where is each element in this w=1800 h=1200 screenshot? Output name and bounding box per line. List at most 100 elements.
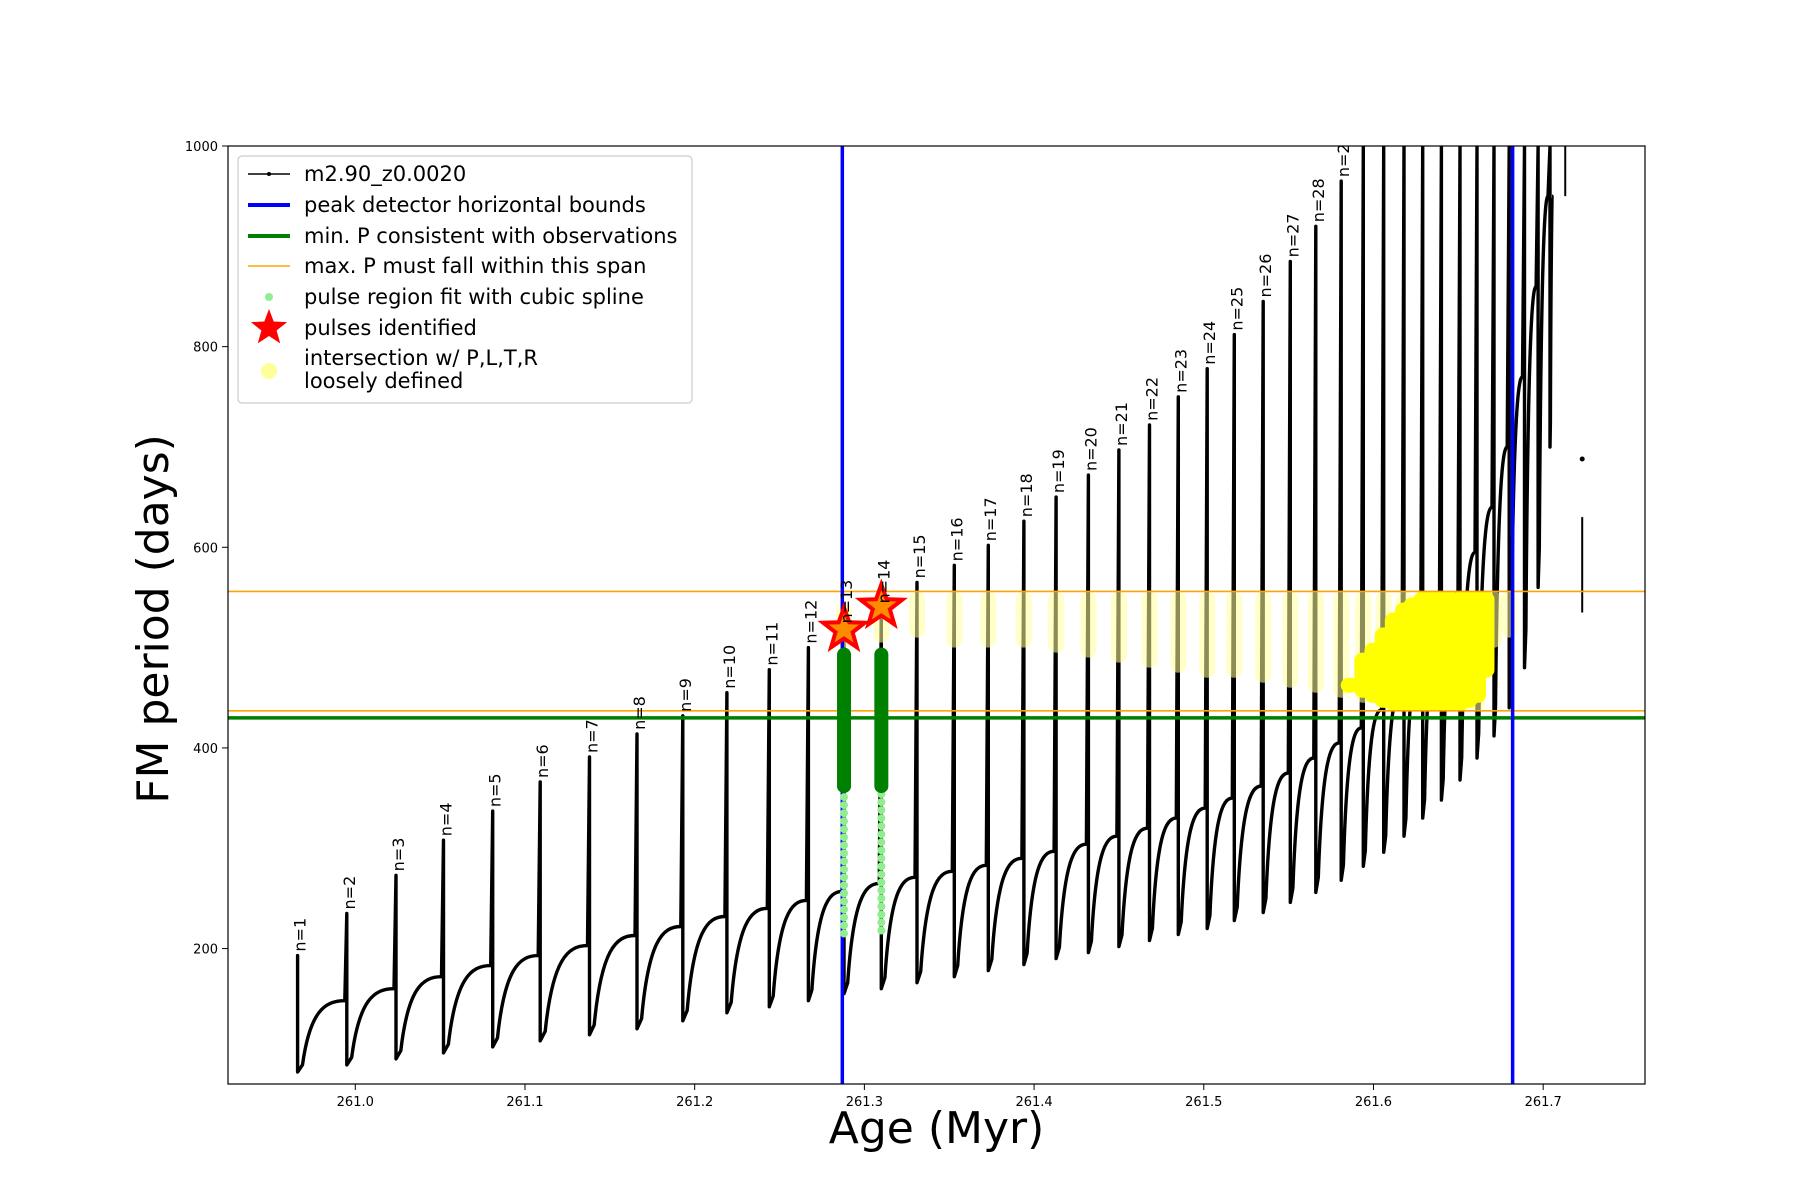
spline-point [840, 817, 849, 826]
spline-point [840, 801, 849, 810]
spline-point [877, 926, 886, 935]
legend-marker-circle [261, 363, 277, 379]
pulse-label: n=4 [437, 802, 456, 836]
pulse-label: n=17 [981, 497, 1000, 541]
y-axis-title: FM period (days) [128, 434, 179, 804]
pulse-label: n=5 [486, 773, 505, 807]
spline-point [840, 889, 849, 898]
y-tick-label: 200 [193, 943, 218, 958]
pulse-label: n=28 [1309, 178, 1328, 222]
intersection-column [1015, 591, 1032, 648]
pulse-label: n=11 [762, 622, 781, 666]
spline-point [840, 873, 849, 882]
spline-point [840, 793, 849, 802]
pulse-label: n=25 [1227, 287, 1246, 331]
spline-point [877, 870, 886, 879]
spline-point [840, 809, 849, 818]
pulse-label: n=18 [1017, 473, 1036, 517]
plot-frame [227, 145, 1646, 1085]
spline-point [877, 918, 886, 927]
spline-point [877, 830, 886, 839]
spline-point [877, 838, 886, 847]
intersection-bulk [1476, 591, 1495, 678]
intersection-column [1170, 591, 1187, 673]
pulse-label: n=13 [837, 580, 856, 624]
spline-point [840, 929, 849, 938]
intersection-column [1255, 591, 1272, 683]
intersection-column [1080, 591, 1097, 658]
spline-point [840, 881, 849, 890]
x-tick-label: 261.3 [846, 1095, 883, 1110]
intersection-column [980, 591, 997, 648]
spline-point [840, 825, 849, 834]
legend-label: min. P consistent with observations [304, 224, 677, 248]
spline-region [874, 647, 889, 794]
legend-marker-dot [267, 172, 271, 176]
y-tick-label: 400 [193, 742, 218, 757]
pulse-label: n=15 [910, 534, 929, 578]
spline-point [840, 849, 849, 858]
pulse-label: n=2 [340, 876, 359, 910]
spline-point [840, 905, 849, 914]
spline-point [840, 921, 849, 930]
legend-label: pulse region fit with cubic spline [304, 285, 644, 309]
intersection-column [1199, 591, 1216, 678]
spline-point [840, 913, 849, 922]
legend-label: intersection w/ P,L,T,R [304, 346, 538, 370]
spline-point [877, 886, 886, 895]
spline-point [840, 865, 849, 874]
intersection-column [946, 591, 963, 648]
x-tick-label: 261.0 [337, 1095, 374, 1110]
plot-data-layer: n=1 n=2 n=3 n=4 n=5 n=6 n=7 n=8 n=9 n=10 n=11 n=12 n… [228, 133, 1645, 1084]
intersection-column [1226, 591, 1243, 678]
identified-pulse-star [854, 578, 908, 630]
legend-label: peak detector horizontal bounds [304, 193, 646, 217]
intersection-column [1333, 591, 1350, 698]
spline-point [877, 862, 886, 871]
spline-point [840, 857, 849, 866]
x-tick-label: 261.4 [1015, 1095, 1052, 1110]
intersection-column [1307, 591, 1324, 693]
pulse-label: n=29 [1334, 133, 1353, 177]
pulse-label: n=19 [1049, 449, 1068, 493]
identified-pulse-star [817, 601, 871, 653]
legend-label: pulses identified [304, 316, 477, 340]
spline-point [877, 814, 886, 823]
pulse-label: n=9 [676, 678, 695, 712]
pulse-label: n=3 [389, 838, 408, 872]
y-tick-label: 800 [193, 341, 218, 356]
legend-marker-star [250, 309, 288, 344]
pulse-label: n=16 [947, 517, 966, 561]
x-tick-label: 261.5 [1185, 1095, 1222, 1110]
pulse-label: n=23 [1171, 349, 1190, 393]
pulse-label: n=26 [1256, 254, 1275, 298]
pulse-label: n=22 [1142, 377, 1161, 421]
pulse-label: n=12 [801, 600, 820, 644]
spline-point [877, 846, 886, 855]
intersection-column [1501, 591, 1518, 638]
pulse-label: n=24 [1200, 321, 1219, 365]
legend-label: max. P must fall within this span [304, 254, 646, 278]
x-axis-title: Age (Myr) [829, 1103, 1045, 1154]
y-tick-label: 600 [193, 541, 218, 556]
x-tick-label: 261.1 [506, 1095, 543, 1110]
x-tick-label: 261.6 [1355, 1095, 1392, 1110]
plot-area: n=1 n=2 n=3 n=4 n=5 n=6 n=7 n=8 n=9 n=10 n=11 n=12 n… [228, 133, 1645, 1084]
legend-label: loosely defined [304, 369, 463, 393]
spline-point [877, 798, 886, 807]
pulse-label: n=20 [1081, 427, 1100, 471]
intersection-column [1048, 591, 1065, 653]
legend-marker-dot [265, 293, 273, 301]
intersection-column [1141, 591, 1158, 668]
pulse-label: n=27 [1283, 213, 1302, 257]
axis-ticks: 261.0 261.1 261.2 261.3 261.4 261.5 261.6 261.7… [185, 140, 1646, 1110]
pulse-label: n=1 [291, 918, 310, 952]
pulse-label: n=6 [533, 744, 552, 778]
spline-point [877, 894, 886, 903]
pulse-label: n=7 [582, 719, 601, 753]
pulse-label: n=14 [874, 560, 893, 604]
pulse-label: n=8 [630, 696, 649, 730]
spline-point [877, 854, 886, 863]
legend-box [237, 155, 693, 404]
